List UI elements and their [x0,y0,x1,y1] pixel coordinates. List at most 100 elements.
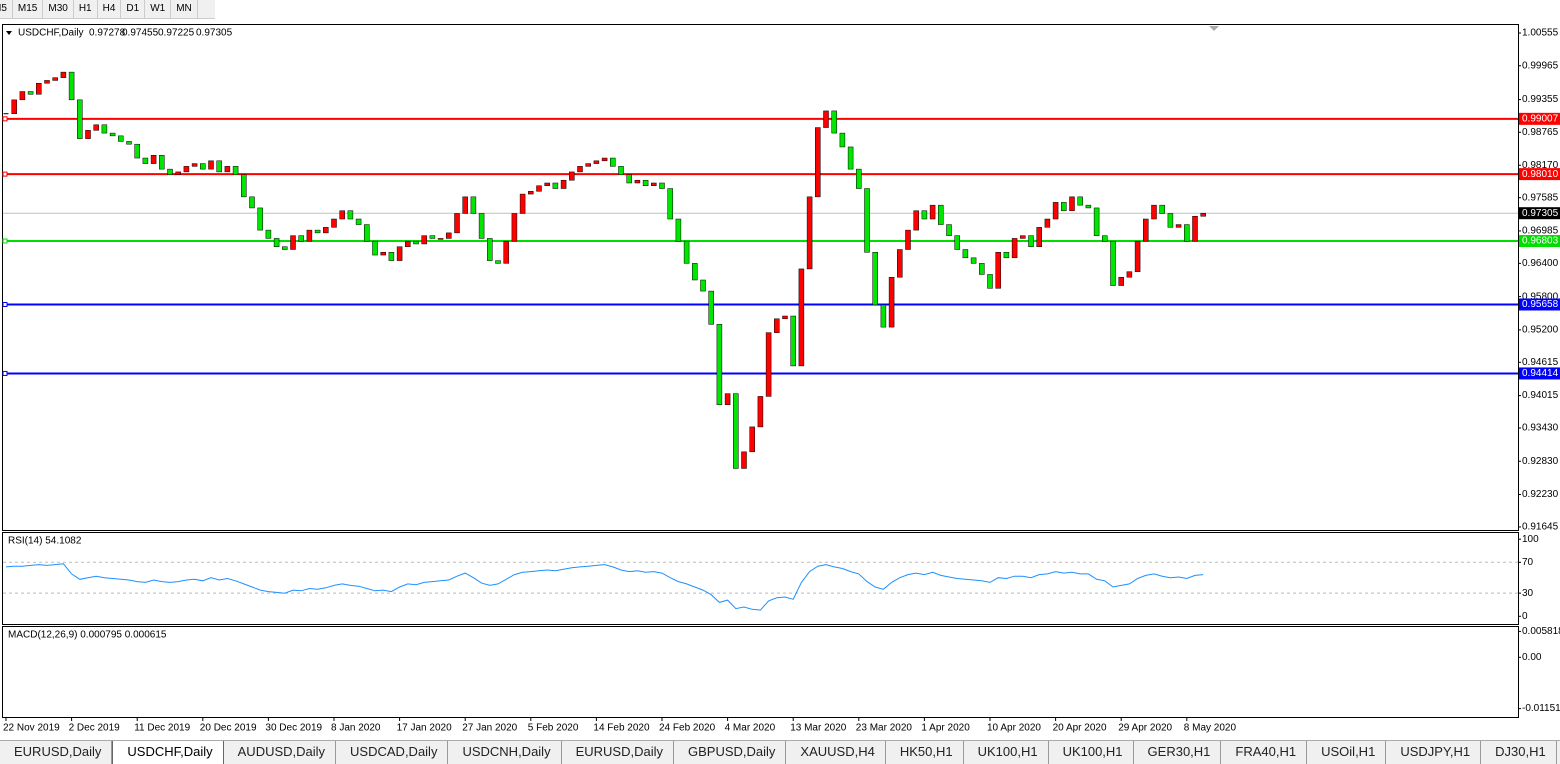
x-tick-label: 20 Apr 2020 [1053,723,1107,734]
chart-tab[interactable]: USDCHF,Daily [112,741,224,764]
candle-body [987,274,993,289]
candle-body [159,155,165,170]
candle-body [109,132,116,137]
chart-tab[interactable]: USDCNH,Daily [448,741,562,764]
candle-body [1036,227,1042,247]
x-tick-label: 1 Apr 2020 [921,723,970,734]
level-price-box [1519,367,1560,380]
chart-tab[interactable]: GBPUSD,Daily [674,741,787,764]
candle-body [175,171,181,175]
rsi-line [5,563,1204,611]
chart-tab[interactable]: EURUSD,Daily [0,741,113,764]
ohlc-close: 0.97305 [196,28,233,39]
candle-body [667,188,673,220]
level-price-box [1519,235,1560,248]
chart-tab[interactable]: FRA40,H1 [1221,741,1308,764]
timeframe-button[interactable]: M5 [0,0,13,18]
candle-body [183,166,190,173]
candle-body [733,393,739,469]
chart-tab[interactable]: UK100,H1 [964,741,1049,764]
candle-body [249,196,255,209]
timeframe-button[interactable]: M15 [13,0,44,18]
x-tick-label: 24 Feb 2020 [659,723,716,734]
candle-body [503,240,509,264]
y-tick-label: 0.99355 [1522,94,1559,105]
x-tick-label: 2 Dec 2019 [69,723,121,734]
candle-body [364,224,370,242]
chart-tab[interactable]: HK50,H1 [886,741,964,764]
timeframe-button[interactable]: H4 [98,0,122,18]
candle-body [872,252,878,306]
candle-body [1011,238,1018,259]
current-price-label: 0.97305 [1522,208,1559,219]
timeframe-button[interactable]: MN [171,0,198,18]
candle-body [224,166,231,173]
candle-body [191,163,198,167]
candle-body [306,229,313,242]
candle-body [93,124,99,131]
candle-body [569,171,575,181]
candle-body [101,124,108,134]
candle-body [913,210,919,231]
candle-body [462,196,468,214]
chart-tab[interactable]: UK100,H1 [1049,741,1134,764]
candle-body [962,249,969,259]
candle-body [437,238,444,240]
chart-tab[interactable]: XAUUSD,H4 [786,741,886,764]
timeframe-button[interactable]: W1 [145,0,172,18]
x-tick-label: 8 May 2020 [1184,723,1237,734]
timeframe-button[interactable]: M30 [43,0,74,18]
chart-tab[interactable]: AUDUSD,Daily [224,741,337,764]
candle-body [552,182,559,189]
symbol: USDCHF,Daily [18,28,84,39]
candle-body [372,240,378,256]
candle-body [634,179,641,184]
candle-body [388,252,395,261]
y-tick-label: 0.93430 [1522,423,1559,434]
candle-body [413,240,419,245]
level-price-box [1519,298,1560,311]
candle-body [495,260,501,264]
y-tick-label: 0.99965 [1522,60,1559,71]
chart-tab[interactable]: DJ30,H1 [1481,741,1557,764]
chart-tab[interactable]: EURUSD,Daily [562,741,674,764]
timeframe-button[interactable]: D1 [121,0,146,18]
candle-body [1167,213,1174,228]
chart-tab[interactable]: USDCAD,Daily [336,741,449,764]
y-tick-label: 1.00555 [1522,28,1559,39]
ohlc-open: 0.97278 [89,28,126,39]
candle-body [85,130,91,139]
x-tick-label: 20 Dec 2019 [200,723,257,734]
rsi-label: RSI(14) 54.1082 [8,536,82,547]
candle-body [577,166,583,173]
candle-body [257,207,263,231]
y-tick-label: 0.94015 [1522,390,1559,401]
candle-body [1069,196,1075,211]
candle-body [741,451,747,469]
chart-tab[interactable]: USOil,H1 [1307,741,1387,764]
candle-body [511,213,518,242]
candle-body [815,127,821,198]
timeframe-button[interactable]: H1 [74,0,98,18]
candle-body [1134,240,1141,272]
candle-body [536,185,542,192]
level-price-label: 0.98010 [1522,169,1559,180]
candle-body [724,393,731,405]
chart-tab[interactable]: USDJPY,H1 [1386,741,1482,764]
main-panel [2,24,1519,531]
x-tick-label: 5 Feb 2020 [528,723,579,734]
candle-body [1077,196,1083,206]
x-tick-label: 29 Apr 2020 [1118,723,1172,734]
macd-panel [2,626,1519,718]
candle-body [847,146,854,170]
x-tick-label: 17 Jan 2020 [397,723,452,734]
candle-body [626,174,632,184]
candle-body [1052,202,1059,220]
candle-body [134,143,140,159]
candle-body [782,315,788,320]
candle-body [749,426,755,453]
candle-body [528,191,534,195]
candle-body [585,163,591,167]
chart-tab[interactable]: GER30,H1 [1134,741,1222,764]
level-handle [2,238,8,244]
